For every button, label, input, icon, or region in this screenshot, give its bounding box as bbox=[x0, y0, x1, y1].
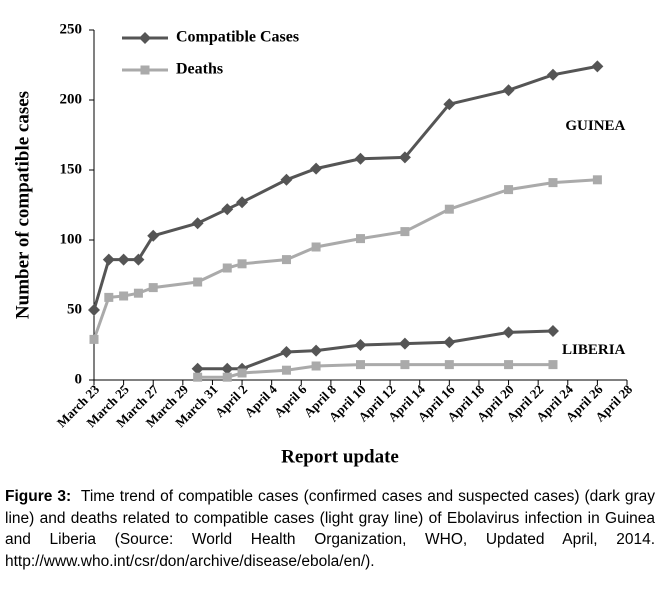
y-tick-label: 0 bbox=[75, 371, 83, 387]
series-line bbox=[92, 64, 598, 311]
marker bbox=[443, 98, 456, 111]
caption-text: Time trend of compatible cases (confirme… bbox=[5, 488, 655, 570]
legend-marker bbox=[140, 65, 150, 75]
y-tick-label: 50 bbox=[67, 301, 82, 317]
marker bbox=[132, 253, 145, 266]
marker bbox=[281, 365, 291, 375]
marker bbox=[444, 204, 454, 214]
marker bbox=[504, 185, 514, 195]
marker bbox=[398, 151, 411, 164]
marker bbox=[504, 360, 514, 370]
marker bbox=[191, 362, 204, 375]
marker bbox=[117, 253, 130, 266]
marker bbox=[311, 361, 321, 371]
marker bbox=[102, 253, 115, 266]
marker bbox=[281, 255, 291, 265]
marker bbox=[400, 360, 410, 370]
x-tick-label: April 6 bbox=[271, 381, 310, 420]
marker bbox=[548, 360, 558, 370]
y-tick-label: 100 bbox=[60, 231, 83, 247]
series-line bbox=[92, 178, 598, 340]
marker bbox=[133, 288, 143, 298]
marker bbox=[237, 368, 247, 378]
marker bbox=[546, 68, 559, 81]
marker bbox=[280, 173, 293, 186]
marker bbox=[88, 304, 100, 316]
x-axis-title: Report update bbox=[281, 446, 399, 467]
y-tick-label: 150 bbox=[60, 161, 83, 177]
marker bbox=[104, 292, 114, 302]
marker bbox=[354, 152, 367, 165]
marker bbox=[398, 337, 411, 350]
marker bbox=[89, 334, 99, 344]
marker bbox=[148, 283, 158, 293]
marker bbox=[310, 162, 323, 175]
caption-label: Figure 3: bbox=[5, 488, 72, 505]
x-tick-label: April 2 bbox=[212, 382, 250, 420]
marker bbox=[237, 259, 247, 269]
x-tick-label: April 4 bbox=[241, 381, 280, 420]
caption: Figure 3: Time trend of compatible cases… bbox=[5, 486, 655, 572]
series-line bbox=[197, 363, 553, 379]
annotation: GUINEA bbox=[565, 118, 625, 134]
marker bbox=[222, 372, 232, 382]
marker bbox=[356, 234, 365, 244]
legend-marker bbox=[139, 32, 151, 44]
marker bbox=[221, 203, 234, 216]
y-axis-title: Number of compatible cases bbox=[12, 91, 33, 319]
marker bbox=[443, 336, 456, 349]
marker bbox=[400, 227, 410, 237]
marker bbox=[193, 372, 203, 382]
marker bbox=[221, 362, 234, 375]
marker bbox=[502, 326, 515, 339]
marker bbox=[502, 84, 515, 97]
annotation: LIBERIA bbox=[562, 342, 626, 358]
marker bbox=[444, 360, 454, 370]
marker bbox=[354, 339, 367, 351]
y-tick-label: 200 bbox=[60, 91, 83, 107]
chart: Number of compatible cases Report update… bbox=[12, 21, 635, 467]
marker bbox=[592, 175, 602, 185]
marker bbox=[546, 325, 559, 337]
marker bbox=[280, 346, 293, 358]
marker bbox=[356, 360, 365, 370]
marker bbox=[311, 242, 321, 252]
marker bbox=[147, 229, 160, 242]
marker bbox=[193, 277, 203, 287]
marker bbox=[119, 291, 129, 301]
marker bbox=[548, 178, 558, 188]
marker bbox=[591, 60, 604, 73]
marker bbox=[222, 263, 232, 273]
legend-label: Deaths bbox=[176, 61, 223, 78]
legend-label: Compatible Cases bbox=[176, 29, 299, 46]
marker bbox=[310, 344, 323, 357]
marker bbox=[236, 196, 249, 209]
series-line bbox=[197, 329, 554, 371]
marker bbox=[191, 217, 204, 230]
y-tick-label: 250 bbox=[60, 21, 83, 37]
